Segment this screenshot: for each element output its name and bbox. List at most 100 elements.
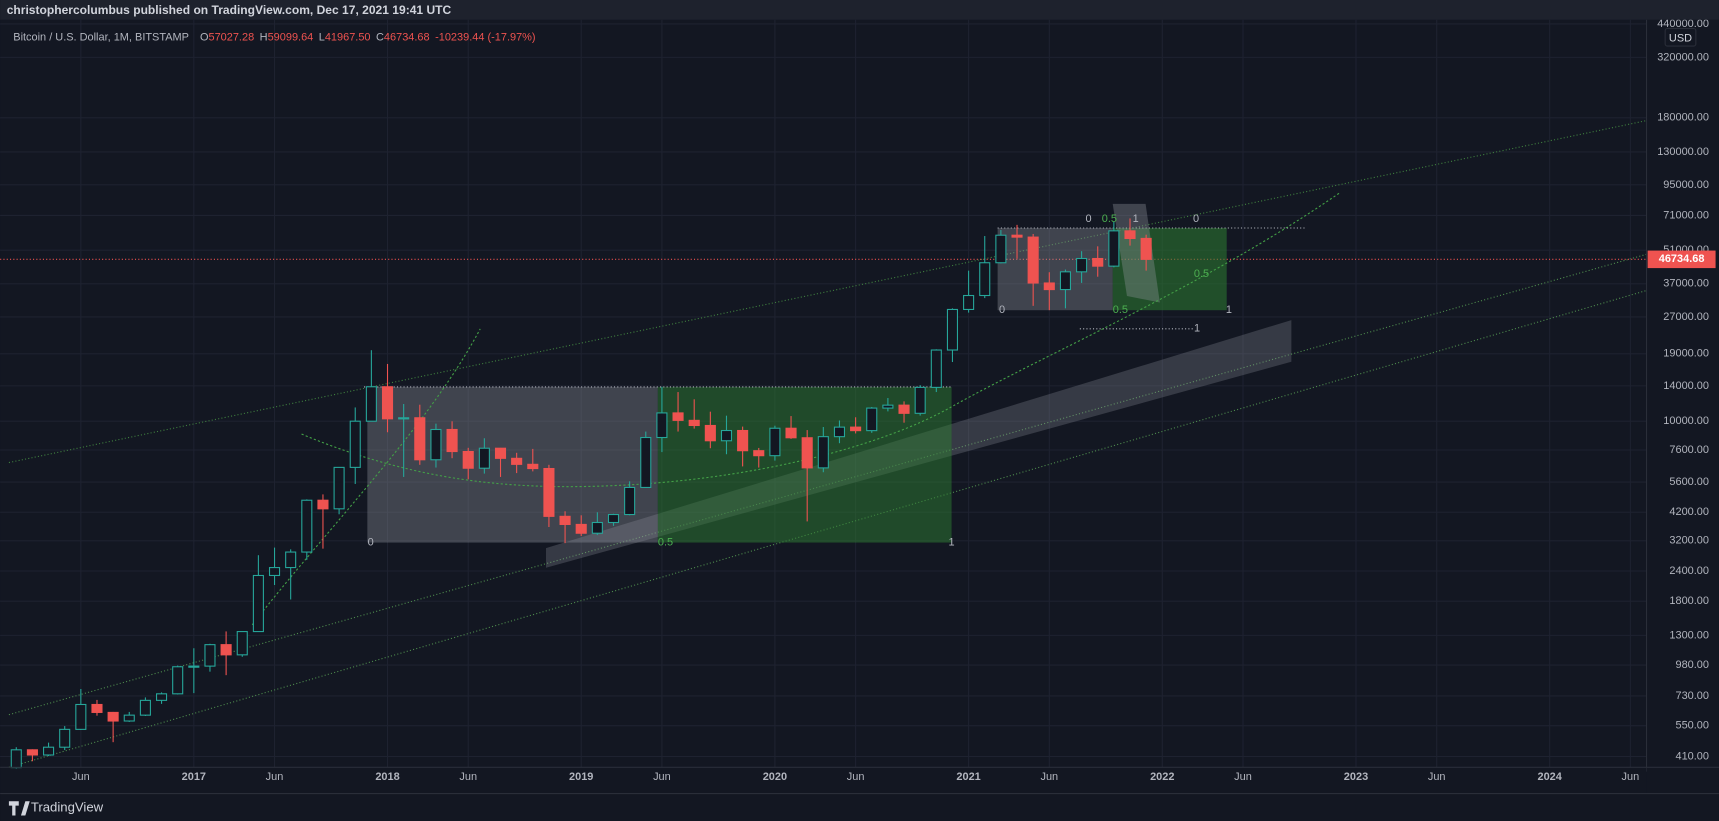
drawing-label: 1 [1194, 323, 1200, 335]
y-tick-label: 3200.00 [1669, 535, 1709, 547]
candle-body [995, 234, 1007, 264]
candle-body [172, 666, 184, 695]
candle-body [75, 703, 87, 730]
y-tick-label: 14000.00 [1663, 380, 1709, 392]
candle-body [285, 551, 297, 569]
candle-body [365, 386, 377, 422]
y-tick-label: 320000.00 [1657, 51, 1709, 63]
candle-body [91, 703, 103, 713]
candle-body [1076, 257, 1088, 273]
candle-body [511, 457, 523, 465]
corner [1646, 767, 1719, 794]
candle-body [769, 427, 781, 457]
drawing-label: 1 [949, 536, 955, 548]
legend-value: 46734.68 [384, 31, 430, 43]
candle-body [349, 420, 361, 468]
candle-body [543, 467, 555, 517]
y-tick-label: 410.00 [1675, 750, 1709, 762]
candle-body [59, 728, 71, 748]
channel-line [8, 289, 1647, 768]
brand: TradingView [31, 799, 104, 814]
candle-body [26, 749, 38, 756]
candle-body [833, 426, 846, 438]
publisher: christophercolumbus published on Trading… [7, 3, 452, 17]
candle-body [220, 644, 232, 656]
drawing-label: 0 [368, 536, 374, 548]
x-tick-label: 2017 [182, 771, 206, 783]
fib-box [997, 227, 1113, 311]
candle-body [188, 665, 200, 668]
x-tick-label: Jun [1622, 771, 1640, 783]
candle-body [898, 404, 910, 414]
candle-body [462, 450, 474, 469]
candle-body [1140, 237, 1152, 260]
last-price-label: 46734.68 [1659, 253, 1705, 265]
legend-key: H [260, 31, 268, 43]
candle-body [1108, 230, 1120, 267]
legend-key: C [376, 31, 384, 43]
x-tick-label: 2023 [1344, 771, 1368, 783]
y-tick-label: 51000.00 [1663, 244, 1709, 256]
x-tick-label: 2020 [763, 771, 787, 783]
x-tick-label: 2018 [375, 771, 399, 783]
y-tick-label: 5600.00 [1669, 476, 1709, 488]
y-tick-label: 95000.00 [1663, 179, 1709, 191]
candle-body [1027, 236, 1039, 284]
candle-body [1124, 230, 1136, 240]
candle-body [317, 499, 329, 510]
legend-key: L [319, 31, 325, 43]
fib-box [1112, 227, 1227, 311]
candle-body [882, 404, 894, 409]
candle-body [963, 294, 975, 311]
candle-body [414, 417, 426, 461]
candle-body [946, 308, 959, 351]
candle-body [817, 436, 829, 469]
candle-body [333, 466, 345, 510]
candle-body [446, 428, 458, 453]
candle-body [252, 574, 264, 633]
candle-body [720, 429, 733, 442]
y-tick-label: 730.00 [1675, 690, 1709, 702]
candle-body [688, 419, 700, 427]
flag [1112, 203, 1160, 303]
y-tick-label: 550.00 [1675, 720, 1709, 732]
candle-body [494, 447, 507, 459]
x-tick-label: 2024 [1537, 771, 1562, 783]
curve [301, 192, 1340, 488]
y-tick-label: 27000.00 [1663, 311, 1709, 323]
candle-body [123, 714, 135, 722]
y-tick-label: 980.00 [1675, 659, 1709, 671]
candle-body [753, 450, 765, 457]
candle-body [204, 644, 216, 667]
currency: USD [1669, 32, 1692, 44]
symbol: Bitcoin / U.S. Dollar, 1M, BITSTAMP [13, 31, 189, 43]
y-tick-label: 37000.00 [1663, 278, 1709, 290]
candle-body [139, 699, 151, 716]
x-tick-label: 2019 [569, 771, 593, 783]
candle-body [704, 424, 716, 442]
x-tick-label: 2022 [1150, 771, 1174, 783]
candle-body [107, 711, 119, 722]
legend-value: -10239.44 (-17.97%) [435, 31, 535, 43]
drawing-label: 0.5 [658, 536, 673, 548]
x-tick-label: Jun [459, 771, 477, 783]
price-axis [1646, 19, 1719, 772]
candle-body [979, 262, 991, 297]
drawing-label: 1 [1133, 213, 1139, 225]
footer-bar [0, 793, 1719, 821]
candle-body [381, 386, 394, 420]
candle-body [155, 693, 168, 701]
channel-line [8, 253, 1647, 716]
legend-value: 57027.28 [208, 31, 254, 43]
candle-body [1059, 271, 1071, 291]
candle-body [672, 412, 684, 421]
candle-body [607, 513, 620, 524]
x-tick-label: Jun [266, 771, 284, 783]
candle-body [43, 746, 55, 756]
drawing-label: 1 [1226, 304, 1232, 316]
y-tick-label: 440000.00 [1657, 18, 1709, 30]
y-tick-label: 1300.00 [1669, 629, 1709, 641]
y-tick-label: 7600.00 [1669, 444, 1709, 456]
candle-body [624, 486, 636, 516]
